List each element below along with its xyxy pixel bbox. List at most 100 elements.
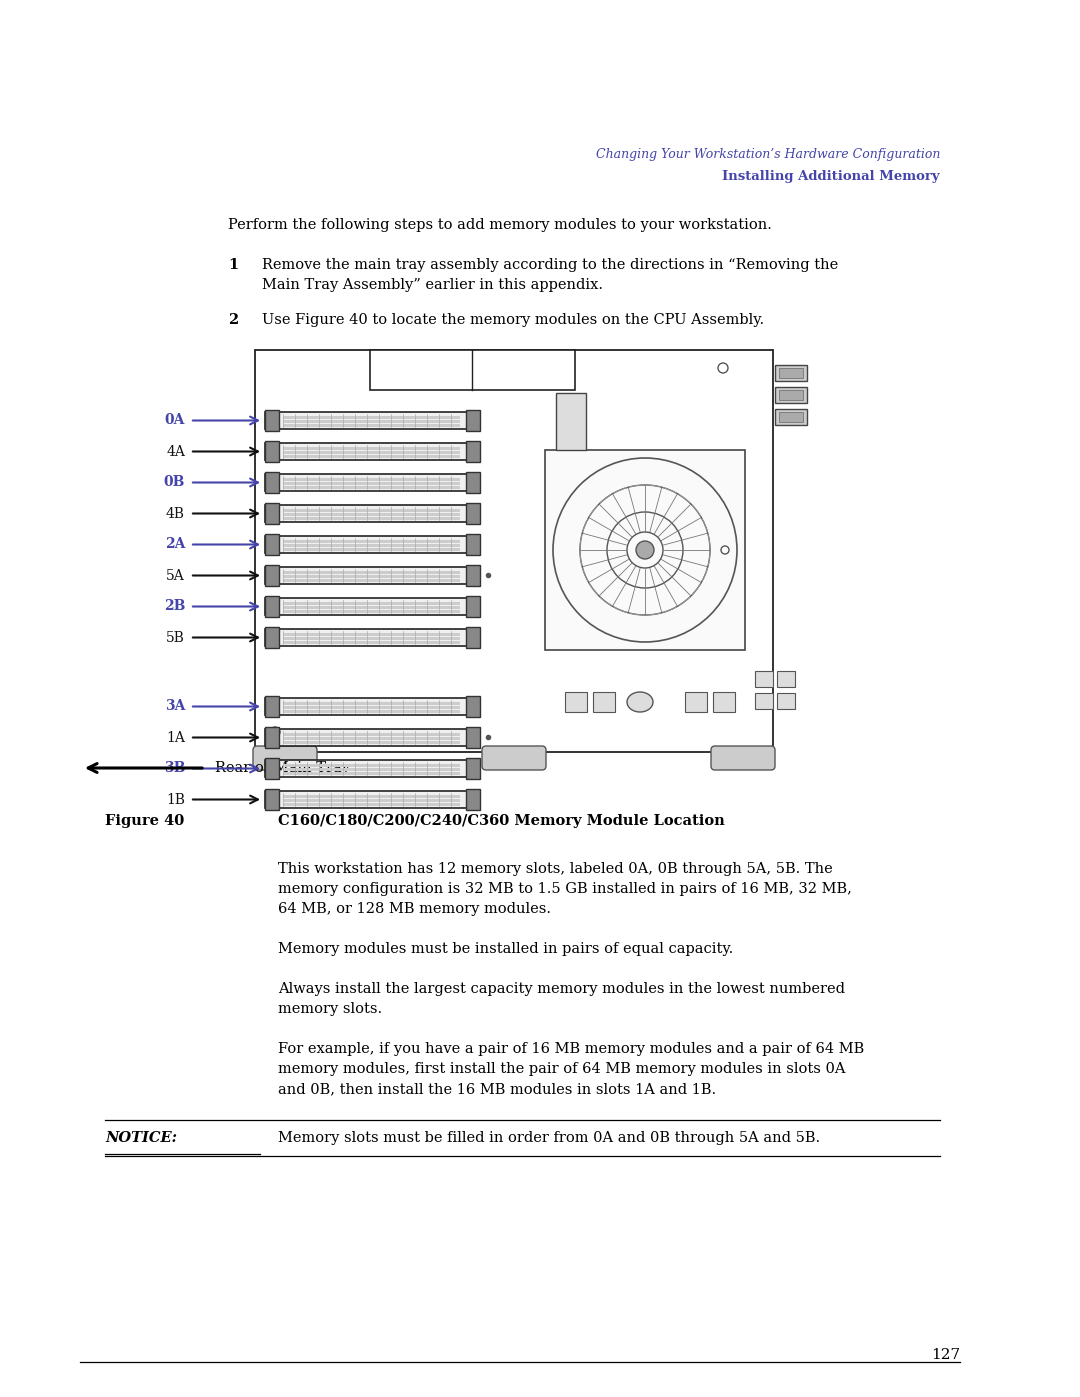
- Bar: [255, 351, 773, 752]
- Text: 1A: 1A: [166, 731, 185, 745]
- Bar: [779, 390, 804, 400]
- Bar: [265, 443, 480, 460]
- Bar: [283, 705, 460, 710]
- Text: Installing Additional Memory: Installing Additional Memory: [723, 170, 940, 183]
- Bar: [265, 729, 480, 746]
- Bar: [465, 564, 480, 585]
- Text: 5A: 5A: [166, 569, 185, 583]
- Bar: [283, 425, 460, 427]
- Bar: [779, 412, 804, 422]
- Bar: [265, 789, 279, 810]
- Bar: [465, 409, 480, 432]
- Bar: [265, 412, 480, 429]
- Bar: [283, 416, 460, 419]
- Text: Always install the largest capacity memory modules in the lowest numbered: Always install the largest capacity memo…: [278, 982, 845, 996]
- Bar: [283, 517, 460, 520]
- Circle shape: [270, 726, 280, 738]
- Bar: [283, 509, 460, 511]
- Bar: [265, 791, 480, 807]
- Text: 2A: 2A: [164, 538, 185, 552]
- Bar: [777, 693, 795, 710]
- Bar: [465, 789, 480, 810]
- Text: NOTICE:: NOTICE:: [105, 1132, 177, 1146]
- Bar: [283, 710, 460, 712]
- Bar: [755, 671, 773, 687]
- Bar: [283, 548, 460, 550]
- Bar: [283, 606, 460, 609]
- Bar: [265, 534, 279, 555]
- Bar: [465, 759, 480, 780]
- Text: 1B: 1B: [166, 792, 185, 806]
- Text: 5B: 5B: [166, 630, 185, 644]
- Bar: [265, 629, 480, 645]
- Bar: [465, 503, 480, 524]
- Text: 0A: 0A: [164, 414, 185, 427]
- Text: 2B: 2B: [164, 599, 185, 613]
- Bar: [283, 541, 460, 543]
- Circle shape: [721, 546, 729, 555]
- Text: 127: 127: [931, 1348, 960, 1362]
- Bar: [283, 571, 460, 574]
- Bar: [283, 576, 460, 578]
- Bar: [755, 693, 773, 710]
- Bar: [283, 543, 460, 548]
- Bar: [283, 738, 460, 740]
- Bar: [265, 567, 480, 584]
- Bar: [465, 441, 480, 462]
- Text: memory modules, first install the pair of 64 MB memory modules in slots 0A: memory modules, first install the pair o…: [278, 1062, 846, 1076]
- Bar: [465, 597, 480, 617]
- Text: Remove the main tray assembly according to the directions in “Removing the: Remove the main tray assembly according …: [262, 258, 838, 272]
- Text: Figure 40: Figure 40: [105, 814, 185, 828]
- Text: 2: 2: [228, 313, 239, 327]
- Bar: [556, 393, 586, 450]
- Bar: [265, 597, 279, 617]
- Bar: [283, 451, 460, 454]
- Bar: [283, 455, 460, 458]
- Bar: [265, 472, 279, 493]
- Bar: [283, 773, 460, 775]
- Bar: [465, 472, 480, 493]
- Bar: [265, 759, 279, 780]
- Text: Memory modules must be installed in pairs of equal capacity.: Memory modules must be installed in pair…: [278, 942, 733, 956]
- Bar: [283, 447, 460, 450]
- Bar: [265, 409, 279, 432]
- Text: Changing Your Workstation’s Hardware Configuration: Changing Your Workstation’s Hardware Con…: [596, 148, 940, 161]
- Text: Memory slots must be filled in order from 0A and 0B through 5A and 5B.: Memory slots must be filled in order fro…: [278, 1132, 820, 1146]
- Bar: [685, 692, 707, 712]
- Bar: [283, 637, 460, 640]
- Bar: [283, 478, 460, 481]
- Bar: [283, 486, 460, 489]
- Text: 64 MB, or 128 MB memory modules.: 64 MB, or 128 MB memory modules.: [278, 902, 551, 916]
- Bar: [283, 513, 460, 515]
- Text: Perform the following steps to add memory modules to your workstation.: Perform the following steps to add memor…: [228, 218, 772, 232]
- Bar: [283, 420, 460, 423]
- Bar: [283, 641, 460, 644]
- Text: 1: 1: [228, 258, 239, 272]
- Text: This workstation has 12 memory slots, labeled 0A, 0B through 5A, 5B. The: This workstation has 12 memory slots, la…: [278, 862, 833, 876]
- Bar: [265, 760, 480, 777]
- Text: Rear of Main Tray: Rear of Main Tray: [215, 761, 350, 775]
- Bar: [465, 534, 480, 555]
- Bar: [283, 740, 460, 745]
- Bar: [775, 365, 807, 381]
- Text: Use Figure 40 to locate the memory modules on the CPU Assembly.: Use Figure 40 to locate the memory modul…: [262, 313, 765, 327]
- Bar: [265, 474, 480, 490]
- Text: 3B: 3B: [164, 761, 185, 775]
- Bar: [370, 351, 575, 390]
- Bar: [283, 633, 460, 636]
- Bar: [283, 482, 460, 485]
- Bar: [265, 726, 279, 747]
- Bar: [265, 441, 279, 462]
- Text: 0B: 0B: [164, 475, 185, 489]
- Text: 4B: 4B: [166, 507, 185, 521]
- Bar: [465, 696, 480, 717]
- Bar: [265, 698, 480, 715]
- Bar: [265, 564, 279, 585]
- Bar: [265, 627, 279, 648]
- Text: Main Tray Assembly” earlier in this appendix.: Main Tray Assembly” earlier in this appe…: [262, 278, 603, 292]
- Circle shape: [636, 541, 654, 559]
- Ellipse shape: [627, 692, 653, 712]
- Bar: [565, 692, 588, 712]
- Bar: [283, 768, 460, 771]
- Text: 3A: 3A: [164, 700, 185, 714]
